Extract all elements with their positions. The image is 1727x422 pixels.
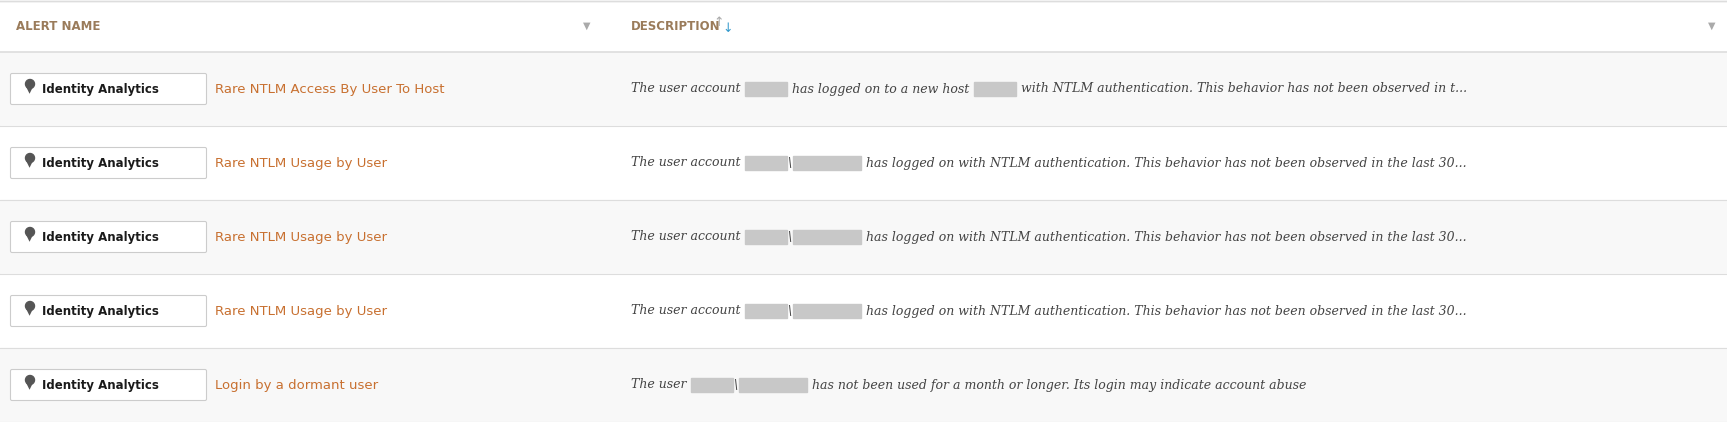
Bar xyxy=(0,200,1727,274)
Text: ↓: ↓ xyxy=(722,22,732,35)
Text: \: \ xyxy=(734,379,737,392)
Bar xyxy=(0,52,1727,126)
Text: \: \ xyxy=(788,157,793,170)
Circle shape xyxy=(26,227,35,236)
Bar xyxy=(974,82,1015,96)
FancyBboxPatch shape xyxy=(10,73,207,105)
Bar xyxy=(793,230,860,244)
Text: Rare NTLM Usage by User: Rare NTLM Usage by User xyxy=(214,230,387,243)
Text: has not been used for a month or longer. Its login may indicate account abuse: has not been used for a month or longer.… xyxy=(808,379,1306,392)
FancyBboxPatch shape xyxy=(10,222,207,252)
Text: ALERT NAME: ALERT NAME xyxy=(16,19,100,32)
Text: ▲: ▲ xyxy=(26,381,33,390)
Bar xyxy=(744,156,788,170)
Bar xyxy=(744,230,788,244)
Circle shape xyxy=(26,301,35,311)
Bar xyxy=(744,82,788,96)
Text: Login by a dormant user: Login by a dormant user xyxy=(214,379,378,392)
Text: Identity Analytics: Identity Analytics xyxy=(41,230,159,243)
Text: ▲: ▲ xyxy=(26,306,33,316)
Bar xyxy=(0,274,1727,348)
Bar xyxy=(744,304,788,318)
Text: The user account: The user account xyxy=(630,157,744,170)
Text: ▲: ▲ xyxy=(26,84,33,94)
Text: ▲: ▲ xyxy=(26,233,33,241)
Text: ▼: ▼ xyxy=(584,21,591,31)
Bar xyxy=(739,378,807,392)
Bar xyxy=(0,348,1727,422)
Circle shape xyxy=(26,376,35,384)
Text: ▲: ▲ xyxy=(26,159,33,168)
Bar xyxy=(0,126,1727,200)
Text: \: \ xyxy=(788,305,793,317)
Text: The user account: The user account xyxy=(630,82,744,95)
Text: Identity Analytics: Identity Analytics xyxy=(41,379,159,392)
Circle shape xyxy=(26,79,35,89)
Text: ▼: ▼ xyxy=(1708,21,1715,31)
Text: Rare NTLM Usage by User: Rare NTLM Usage by User xyxy=(214,157,387,170)
Circle shape xyxy=(26,154,35,162)
Text: Identity Analytics: Identity Analytics xyxy=(41,305,159,317)
Text: has logged on with NTLM authentication. This behavior has not been observed in t: has logged on with NTLM authentication. … xyxy=(862,157,1466,170)
Text: \: \ xyxy=(788,230,793,243)
Text: has logged on with NTLM authentication. This behavior has not been observed in t: has logged on with NTLM authentication. … xyxy=(862,230,1466,243)
Text: Identity Analytics: Identity Analytics xyxy=(41,82,159,95)
Bar xyxy=(793,156,860,170)
FancyBboxPatch shape xyxy=(10,295,207,327)
Text: DESCRIPTION: DESCRIPTION xyxy=(630,19,720,32)
Text: ↑: ↑ xyxy=(713,16,724,30)
Text: The user account: The user account xyxy=(630,230,744,243)
Text: Rare NTLM Access By User To Host: Rare NTLM Access By User To Host xyxy=(214,82,444,95)
FancyBboxPatch shape xyxy=(10,148,207,179)
Text: has logged on with NTLM authentication. This behavior has not been observed in t: has logged on with NTLM authentication. … xyxy=(862,305,1466,317)
Text: The user account: The user account xyxy=(630,305,744,317)
Text: has logged on to a new host: has logged on to a new host xyxy=(788,82,974,95)
Text: with NTLM authentication. This behavior has not been observed in t...: with NTLM authentication. This behavior … xyxy=(1017,82,1466,95)
Bar xyxy=(793,304,860,318)
Text: Identity Analytics: Identity Analytics xyxy=(41,157,159,170)
Text: The user: The user xyxy=(630,379,691,392)
FancyBboxPatch shape xyxy=(10,370,207,400)
Text: Rare NTLM Usage by User: Rare NTLM Usage by User xyxy=(214,305,387,317)
Bar xyxy=(691,378,732,392)
